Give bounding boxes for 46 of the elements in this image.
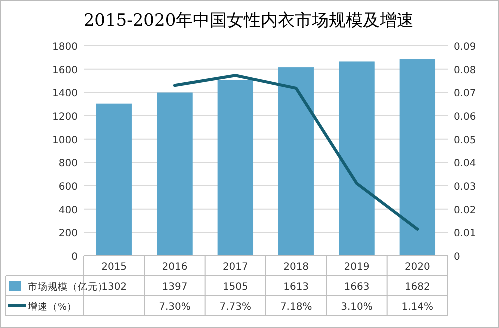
chart-title: 2015-2020年中国女性内衣市场规模及增速 xyxy=(84,11,414,31)
x-tick-label: 2015 xyxy=(102,262,128,273)
x-tick-label: 2019 xyxy=(344,262,370,273)
y-tick-label: 0 xyxy=(72,252,78,263)
y2-tick-label: 0.02 xyxy=(454,205,476,216)
bar xyxy=(278,68,314,256)
data-label: 1505 xyxy=(222,282,248,293)
y-tick-label: 1800 xyxy=(52,42,78,53)
bar xyxy=(339,62,375,256)
y-tick-label: 600 xyxy=(58,182,78,193)
y2-tick-label: 0.03 xyxy=(454,182,476,193)
y-tick-label: 1000 xyxy=(52,135,78,146)
y2-tick-label: 0 xyxy=(454,252,460,263)
data-label: 3.10% xyxy=(341,302,373,313)
y-tick-label: 800 xyxy=(58,158,78,170)
data-label: 1397 xyxy=(162,282,188,293)
data-label: 1613 xyxy=(284,282,310,293)
bar xyxy=(218,80,254,256)
legend-label: 增速（%） xyxy=(27,301,78,313)
bar xyxy=(96,104,132,256)
data-label: 7.73% xyxy=(220,302,252,313)
bar xyxy=(400,60,436,256)
y-tick-label: 1600 xyxy=(52,65,78,76)
data-label: 1663 xyxy=(344,282,370,293)
bar xyxy=(157,92,193,256)
y-tick-label: 1200 xyxy=(52,112,78,123)
y2-tick-label: 0.04 xyxy=(454,158,476,170)
data-label: 1.14% xyxy=(402,302,434,313)
data-label: 7.30% xyxy=(159,302,191,313)
line-series xyxy=(174,74,420,231)
y-tick-label: 400 xyxy=(58,205,78,216)
y2-tick-label: 0.08 xyxy=(454,65,476,76)
x-tick-label: 2018 xyxy=(284,262,310,273)
y2-tick-label: 0.09 xyxy=(454,42,476,53)
y2-tick-label: 0.07 xyxy=(454,88,476,100)
y2-tick-label: 0.06 xyxy=(454,112,476,123)
data-label: 1682 xyxy=(404,282,430,293)
y-tick-label: 200 xyxy=(58,228,78,240)
x-tick-label: 2020 xyxy=(404,262,430,273)
y2-tick-label: 0.05 xyxy=(454,135,476,146)
y2-tick-label: 0.01 xyxy=(454,228,476,240)
data-label: 7.18% xyxy=(280,302,312,313)
y-tick-label: 1400 xyxy=(52,88,78,100)
x-tick-label: 2017 xyxy=(222,262,248,273)
data-label: 1302 xyxy=(102,282,128,293)
x-tick-label: 2016 xyxy=(162,262,188,273)
